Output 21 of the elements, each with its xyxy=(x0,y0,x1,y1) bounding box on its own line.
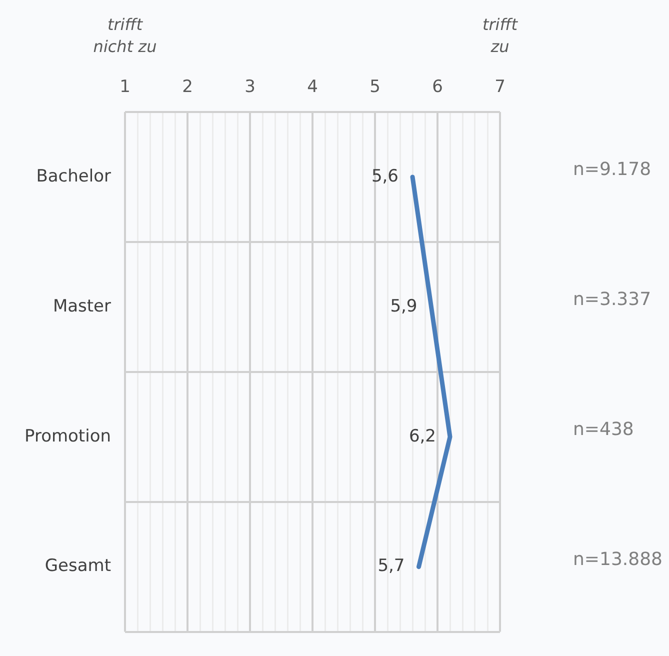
y-tick-label: Gesamt xyxy=(44,556,112,576)
y-tick-label: Promotion xyxy=(24,426,111,446)
y-tick-label: Master xyxy=(52,296,112,316)
x-tick-label: 4 xyxy=(307,77,318,98)
data-label: 5,7 xyxy=(378,556,405,576)
x-tick-label: 1 xyxy=(120,77,130,98)
data-label: 5,9 xyxy=(390,296,418,316)
y-tick-label: Bachelor xyxy=(36,166,112,186)
x-tick-label: 7 xyxy=(494,77,506,98)
x-tick-label: 6 xyxy=(432,77,443,98)
data-label: 5,6 xyxy=(371,166,398,186)
x-tick-label: 2 xyxy=(182,77,193,98)
text: trifft nicht zu xyxy=(93,15,157,56)
text: n=9.178 xyxy=(573,158,652,180)
x-tick-label: 3 xyxy=(244,77,256,98)
text: n=13.888 xyxy=(573,548,662,570)
text: n=3.337 xyxy=(573,288,652,310)
text: n=438 xyxy=(573,418,634,440)
text: trifft zu xyxy=(482,15,518,56)
x-tick-label: 5 xyxy=(370,77,380,98)
data-label: 6,2 xyxy=(408,426,436,446)
